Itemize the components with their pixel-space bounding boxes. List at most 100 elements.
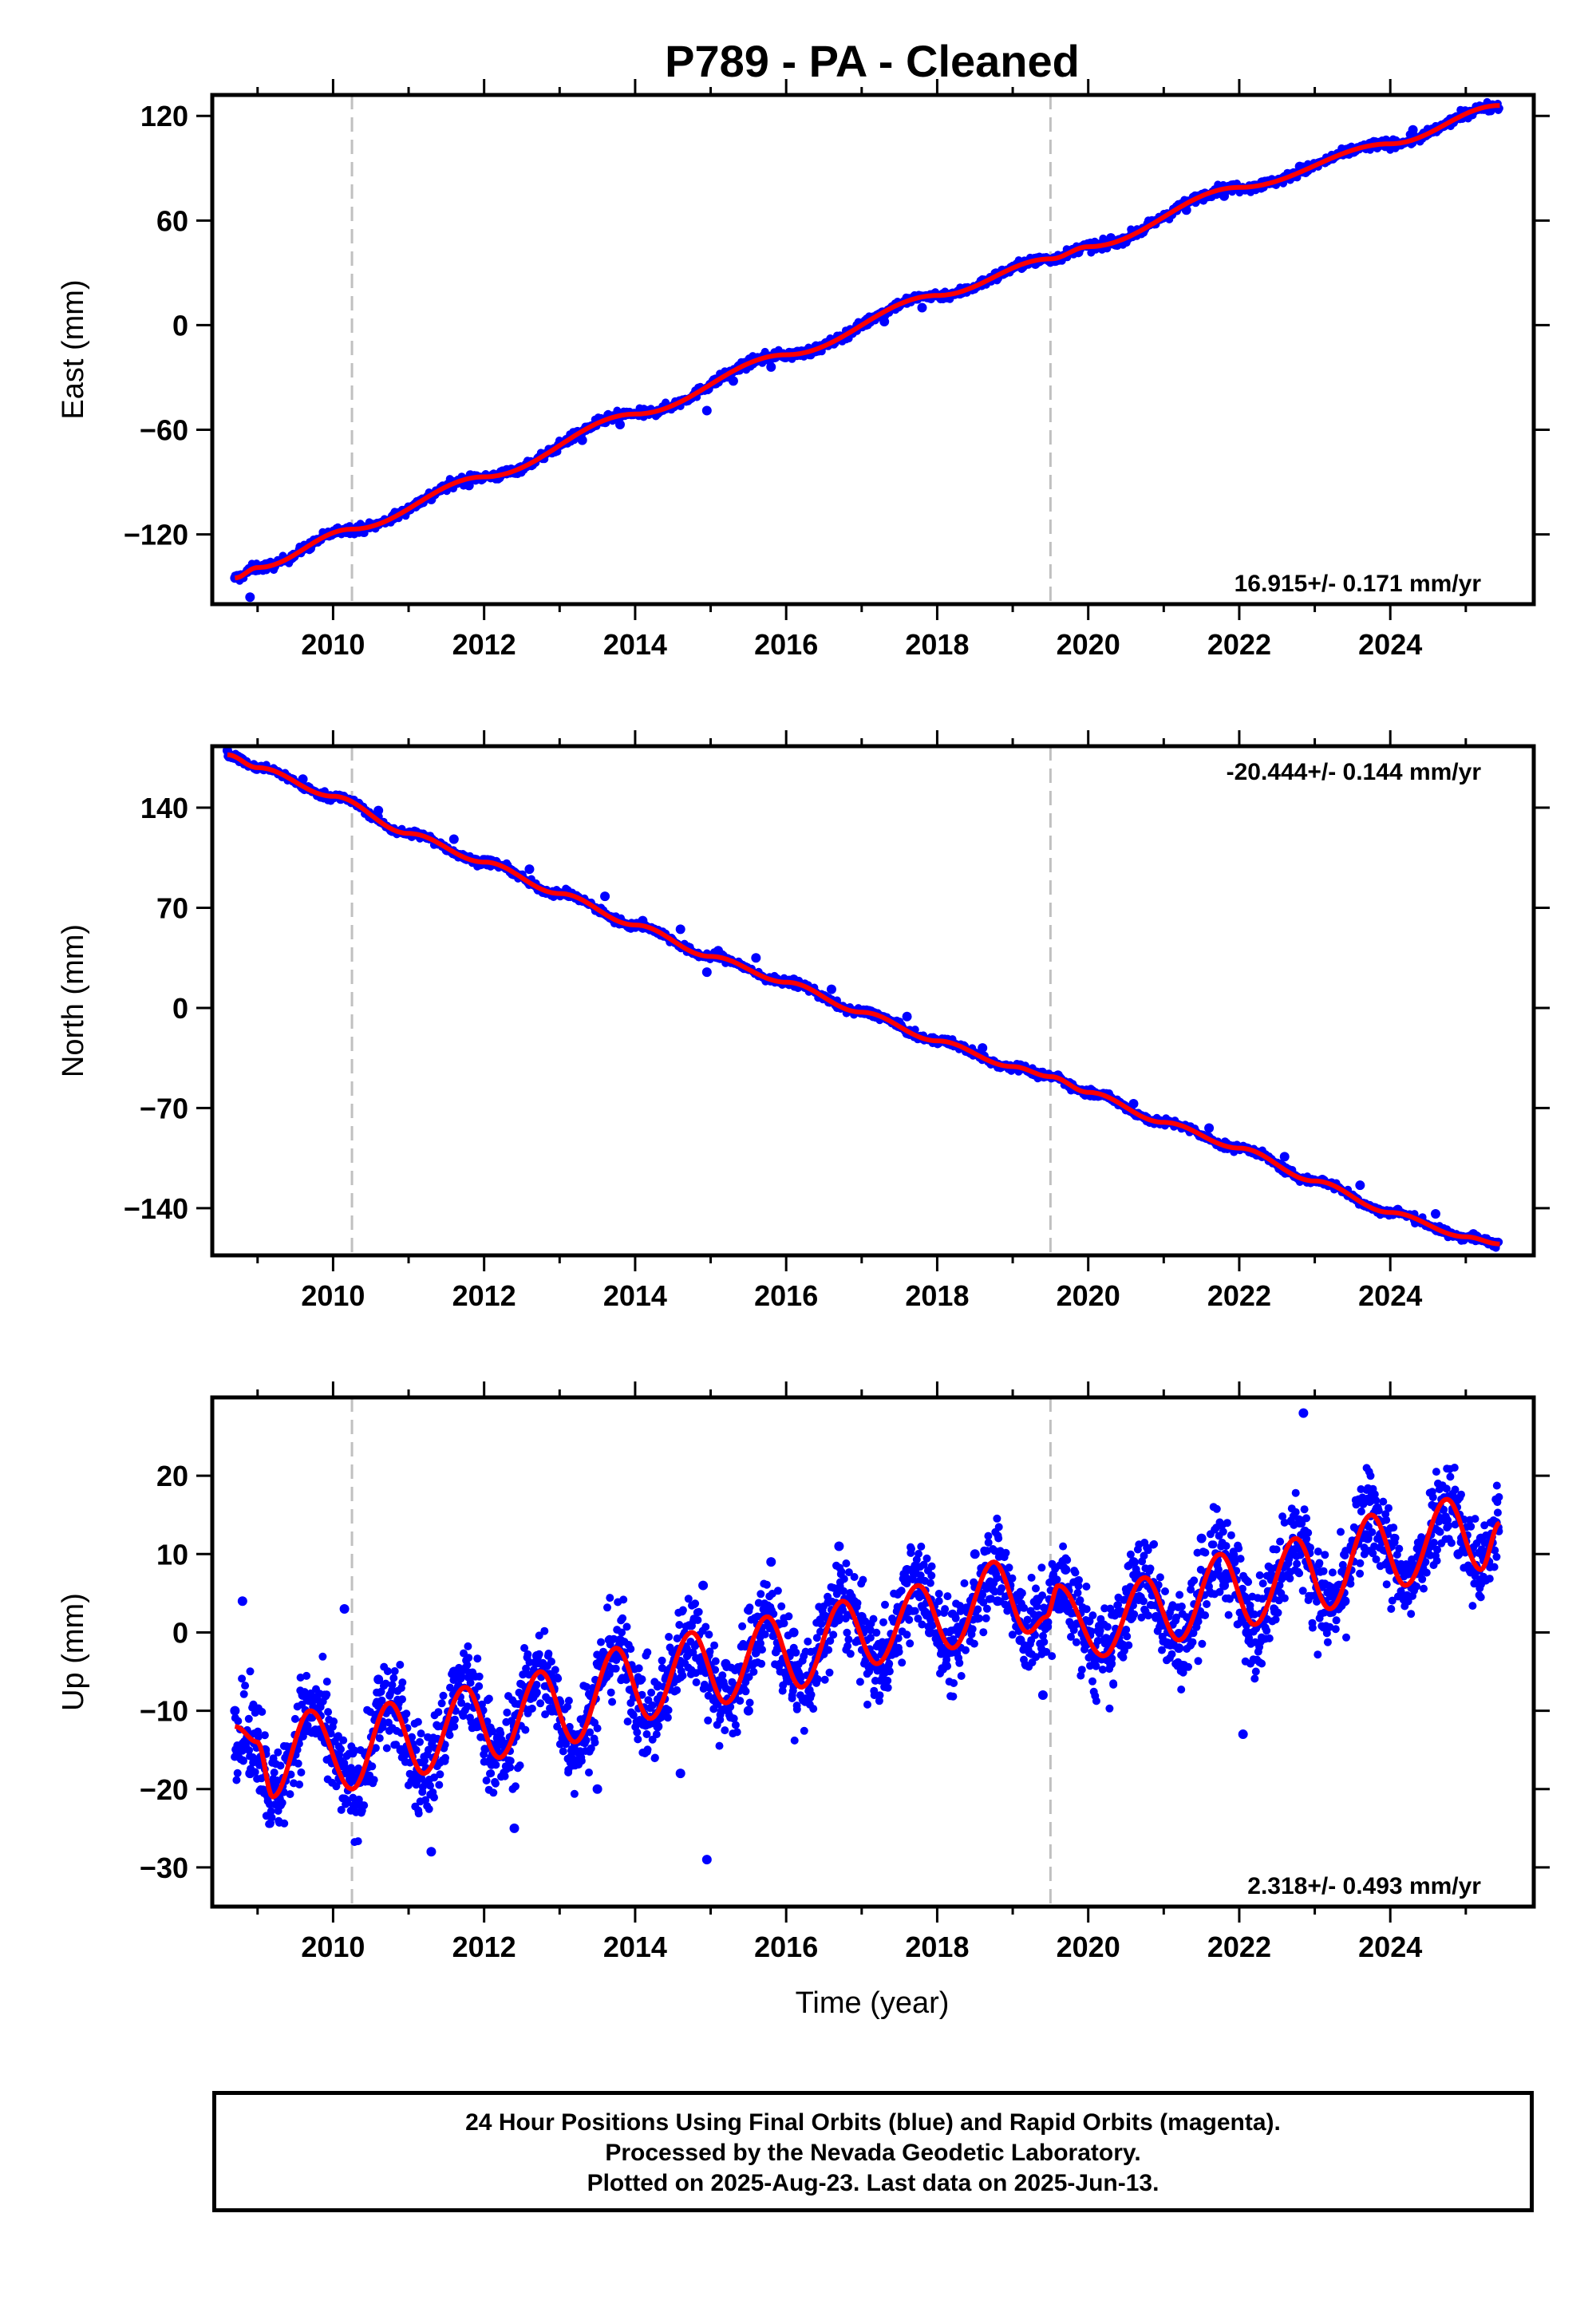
data-point-cloud (482, 1777, 491, 1784)
data-point-cloud (270, 1769, 279, 1777)
panel-east: 2010 2012 2014 2016 2018 2020 2022 2024−120−600… (57, 79, 1550, 661)
data-point-cloud (244, 1714, 253, 1723)
x-tick-label-north: 2014 (603, 1279, 667, 1312)
data-point-cloud (842, 1559, 851, 1567)
data-point-cloud (883, 1676, 892, 1685)
data-point-cloud (642, 1730, 651, 1738)
data-point-cloud (475, 1672, 484, 1681)
x-tick-label-north: 2020 (1057, 1279, 1120, 1312)
data-point-cloud (684, 1595, 693, 1603)
data-point-cloud (623, 1717, 632, 1726)
scatter-cloud-north (223, 749, 1503, 1252)
data-point-cloud (489, 1788, 498, 1797)
data-point-cloud (496, 1729, 505, 1737)
data-point-cloud (488, 1727, 497, 1736)
data-point-cloud (673, 1686, 681, 1694)
data-point-cloud (339, 1736, 348, 1745)
data-point-cloud (678, 1671, 687, 1680)
data-point-cloud (290, 1714, 299, 1723)
y-axis-label-east: East (mm) (57, 279, 90, 419)
data-point-cloud (521, 1725, 530, 1734)
data-point-north (1430, 1209, 1440, 1219)
data-point-cloud (330, 1717, 338, 1725)
data-point-cloud (682, 1644, 691, 1653)
data-point-cloud (606, 1688, 615, 1697)
data-point-north (902, 1011, 912, 1022)
data-point-cloud (859, 1575, 867, 1584)
y-tick-label-east: 0 (172, 309, 188, 342)
data-point-cloud (536, 1699, 545, 1708)
x-tick-label-north: 2022 (1207, 1279, 1271, 1312)
data-point-cloud (634, 1735, 642, 1744)
panel-north: 2010 2012 2014 2016 2018 2020 2022 2024−140−700… (57, 730, 1550, 1312)
data-point-cloud (484, 1694, 493, 1703)
rate-label-east: 16.915+/- 0.171 mm/yr (1235, 571, 1482, 597)
data-point-cloud (383, 1667, 392, 1676)
data-point-cloud (603, 1603, 611, 1612)
data-point-cloud (777, 1602, 786, 1611)
data-point-cloud (296, 1674, 305, 1682)
data-point-cloud (758, 1646, 766, 1654)
y-tick-label-east: −120 (124, 519, 188, 551)
data-point-cloud (522, 1664, 531, 1673)
data-point-cloud (650, 1753, 659, 1762)
data-point-cloud (337, 1805, 346, 1814)
data-point-cloud (582, 1682, 591, 1691)
data-point-cloud (487, 1769, 496, 1777)
x-tick-label-east: 2012 (452, 628, 516, 661)
y-tick-label-north: 70 (156, 892, 188, 925)
data-point-cloud (665, 1633, 674, 1641)
data-point-cloud (540, 1626, 549, 1635)
data-point-east (766, 362, 776, 372)
data-point-cloud (473, 1654, 482, 1663)
data-point-cloud (463, 1702, 472, 1711)
data-point-cloud (445, 1731, 454, 1740)
data-point-cloud (829, 1630, 838, 1639)
data-point-cloud (780, 1619, 788, 1628)
data-point-cloud (322, 1690, 331, 1699)
data-point-cloud (519, 1670, 527, 1679)
data-point-north (448, 834, 459, 844)
data-point-cloud (812, 1634, 821, 1642)
data-point-cloud (897, 1587, 906, 1595)
data-point-cloud (629, 1711, 638, 1719)
data-point-cloud (738, 1622, 747, 1630)
data-point-cloud (258, 1708, 267, 1716)
data-point-cloud (839, 1575, 848, 1583)
data-point-cloud (457, 1673, 466, 1681)
panels: 2010 2012 2014 2016 2018 2020 2022 2024−120−600… (57, 79, 1550, 1963)
data-point-cloud (332, 1782, 341, 1791)
data-point-cloud (322, 1678, 331, 1686)
data-point-cloud (648, 1701, 657, 1709)
data-point-cloud (752, 1649, 760, 1658)
data-point-cloud (246, 1667, 255, 1676)
x-tick-label-east: 2024 (1358, 628, 1422, 661)
plot-area-east (230, 95, 1503, 604)
data-point-cloud (895, 1647, 903, 1656)
data-point-east (728, 376, 738, 386)
data-point-cloud (825, 1668, 834, 1677)
data-point-cloud (276, 1761, 285, 1770)
data-point-east (879, 317, 890, 327)
data-point-cloud (839, 1587, 847, 1595)
data-point-cloud (804, 1637, 812, 1646)
data-point-cloud (692, 1678, 701, 1686)
data-point-cloud (286, 1790, 294, 1799)
data-point-north (1128, 1099, 1139, 1109)
data-point-cloud (715, 1741, 724, 1750)
x-tick-label-north: 2012 (452, 1279, 516, 1312)
y-tick-label-east: 60 (156, 204, 188, 237)
data-point-cloud (295, 1780, 304, 1788)
data-point-cloud (512, 1782, 519, 1791)
data-point-cloud (441, 1753, 449, 1762)
data-point-cloud (421, 1796, 430, 1804)
data-point-cloud (731, 1721, 740, 1729)
data-point-cloud (239, 1757, 247, 1765)
data-point-north (751, 953, 761, 963)
y-tick-label-north: 0 (172, 992, 188, 1025)
model-line-east (235, 103, 1500, 581)
data-point-cloud (378, 1723, 387, 1732)
data-point-cloud (298, 1732, 307, 1741)
data-point-cloud (544, 1650, 553, 1658)
data-point-cloud (792, 1648, 800, 1657)
